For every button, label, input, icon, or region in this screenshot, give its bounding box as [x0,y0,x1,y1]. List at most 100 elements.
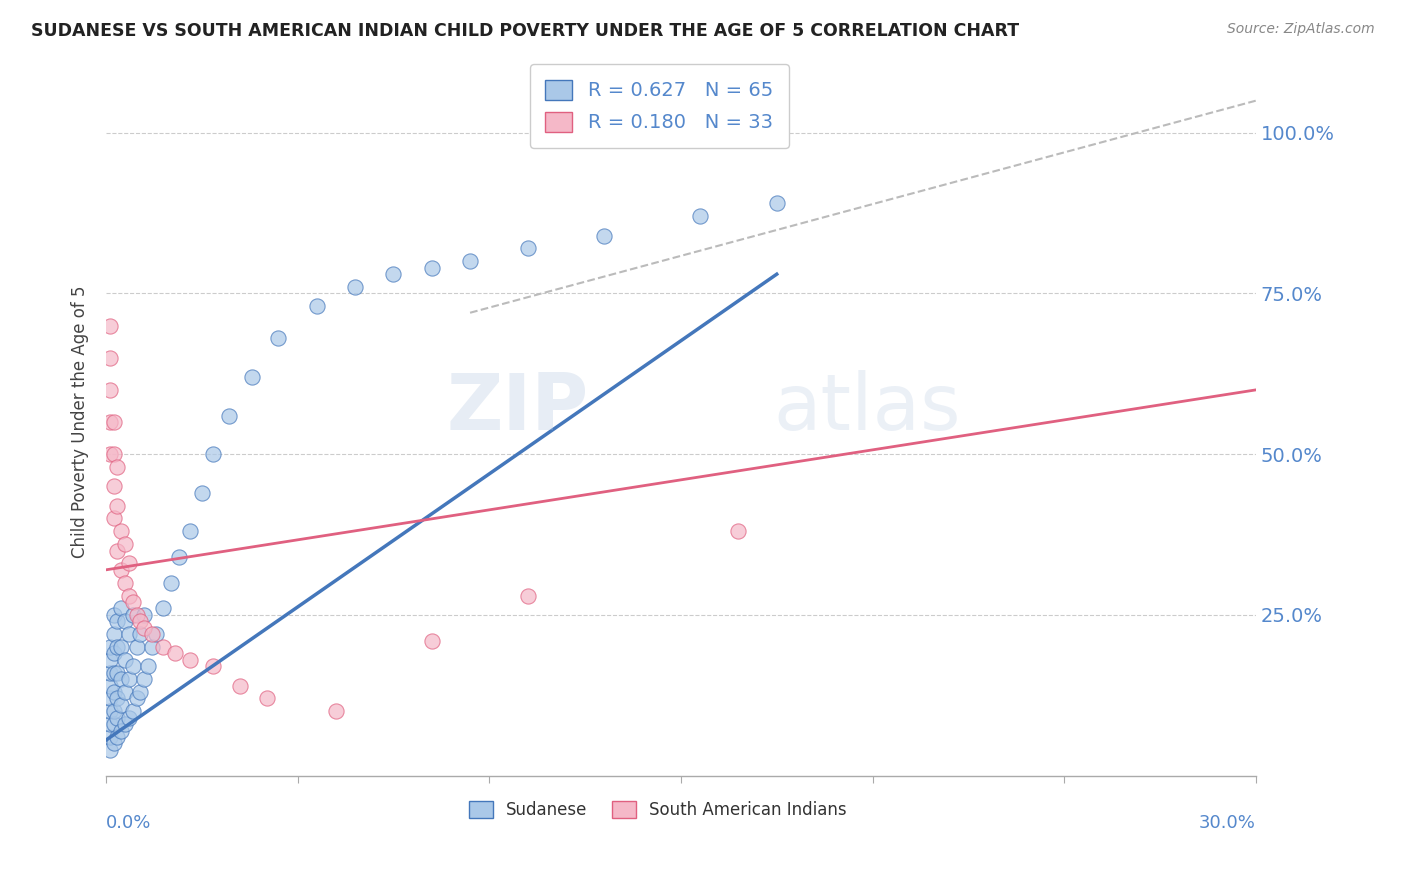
Point [218,409,240,423]
Point [152,601,174,615]
Point [129,627,152,641]
Point [114,653,136,667]
Point [107,691,129,706]
Point [420,633,443,648]
Point [145,627,167,641]
Point [118,627,141,641]
Point [103,627,125,641]
Point [107,730,129,744]
Point [516,242,538,256]
Point [98,730,121,744]
Point [114,575,136,590]
Point [110,563,132,577]
Point [114,614,136,628]
Point [98,640,121,654]
Point [344,280,367,294]
Point [593,228,616,243]
Point [458,254,481,268]
Point [382,267,405,281]
Point [125,691,148,706]
Point [98,351,121,365]
Point [98,679,121,693]
Point [103,685,125,699]
Point [110,723,132,738]
Point [141,627,163,641]
Point [103,665,125,680]
Point [121,607,143,622]
Point [167,549,190,564]
Point [107,460,129,475]
Point [118,711,141,725]
Point [240,370,263,384]
Point [179,524,201,539]
Point [110,672,132,686]
Point [107,499,129,513]
Point [114,685,136,699]
Point [110,640,132,654]
Point [160,575,183,590]
Point [121,595,143,609]
Point [163,647,186,661]
Point [114,537,136,551]
Point [152,640,174,654]
Point [103,736,125,750]
Point [103,415,125,429]
Point [103,479,125,493]
Point [179,653,201,667]
Point [103,511,125,525]
Point [98,691,121,706]
Point [103,647,125,661]
Point [114,717,136,731]
Point [103,607,125,622]
Point [256,691,278,706]
Point [125,607,148,622]
Point [229,679,252,693]
Point [121,704,143,718]
Point [125,640,148,654]
Point [765,196,787,211]
Point [727,524,749,539]
Point [129,614,152,628]
Point [325,704,347,718]
Point [110,698,132,712]
Point [103,717,125,731]
Point [121,659,143,673]
Point [134,672,156,686]
Text: atlas: atlas [773,370,960,446]
Point [98,415,121,429]
Point [202,659,225,673]
Point [107,614,129,628]
Point [420,260,443,275]
Point [107,665,129,680]
Point [103,447,125,461]
Point [110,524,132,539]
Point [118,557,141,571]
Point [98,383,121,397]
Point [107,543,129,558]
Point [267,331,290,345]
Point [98,318,121,333]
Point [305,299,328,313]
Point [689,210,711,224]
Point [516,589,538,603]
Point [107,711,129,725]
Point [98,704,121,718]
Text: ZIP: ZIP [447,370,589,446]
Point [202,447,225,461]
Point [98,743,121,757]
Text: 30.0%: 30.0% [1199,814,1256,832]
Text: Source: ZipAtlas.com: Source: ZipAtlas.com [1227,22,1375,37]
Text: SUDANESE VS SOUTH AMERICAN INDIAN CHILD POVERTY UNDER THE AGE OF 5 CORRELATION C: SUDANESE VS SOUTH AMERICAN INDIAN CHILD … [31,22,1019,40]
Point [107,640,129,654]
Point [98,653,121,667]
Text: 0.0%: 0.0% [105,814,152,832]
Point [118,672,141,686]
Point [118,589,141,603]
Point [141,640,163,654]
Point [129,685,152,699]
Y-axis label: Child Poverty Under the Age of 5: Child Poverty Under the Age of 5 [72,285,89,558]
Point [190,485,212,500]
Point [98,717,121,731]
Point [98,447,121,461]
Point [134,621,156,635]
